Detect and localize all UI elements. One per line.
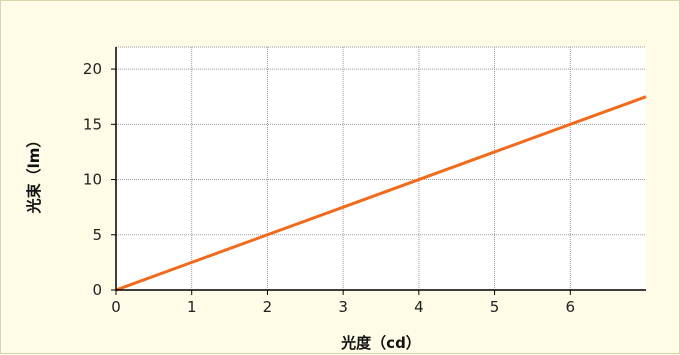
y-tick-label: 10 — [83, 171, 102, 189]
x-tick-label: 5 — [490, 298, 500, 316]
x-tick-label: 2 — [263, 298, 273, 316]
x-tick-label: 1 — [187, 298, 197, 316]
x-tick-label: 3 — [338, 298, 348, 316]
x-axis-title: 光度（cd） — [340, 334, 421, 352]
x-tick-labels: 0 1 2 3 4 5 6 — [111, 290, 575, 316]
y-tick-label: 0 — [92, 281, 102, 299]
x-tick-label: 4 — [414, 298, 424, 316]
plot-area — [116, 47, 646, 290]
y-tick-label: 20 — [83, 60, 102, 78]
y-tick-label: 15 — [83, 115, 102, 133]
y-tick-labels: 0 5 10 15 20 — [83, 60, 116, 299]
x-tick-label: 6 — [566, 298, 576, 316]
x-tick-label: 0 — [111, 298, 121, 316]
y-tick-label: 5 — [92, 226, 102, 244]
y-axis-title: 光束（lm） — [25, 133, 43, 215]
